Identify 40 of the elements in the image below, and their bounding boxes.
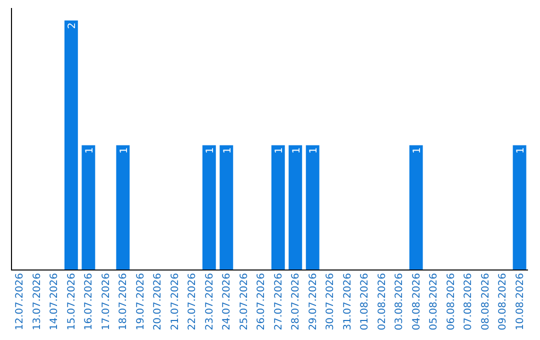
x-tick-label: 27.07.2026 bbox=[273, 273, 284, 330]
x-tick-label: 29.07.2026 bbox=[308, 273, 319, 330]
data-label: 1 bbox=[274, 147, 286, 154]
x-tick-label: 20.07.2026 bbox=[152, 273, 164, 330]
x-tick-label: 26.07.2026 bbox=[256, 273, 268, 330]
x-tick-label: 07.08.2026 bbox=[463, 273, 474, 330]
x-tick-label: 15.07.2026 bbox=[66, 273, 78, 330]
data-label: 1 bbox=[84, 147, 96, 154]
x-tick-label: 16.07.2026 bbox=[84, 273, 95, 330]
data-label: 1 bbox=[222, 147, 234, 154]
x-tick-label: 22.07.2026 bbox=[187, 273, 198, 330]
x-tick-label: 02.08.2026 bbox=[376, 273, 388, 330]
x-tick-label: 06.08.2026 bbox=[446, 273, 457, 330]
data-label: 1 bbox=[308, 147, 320, 154]
x-tick-label: 21.07.2026 bbox=[170, 273, 181, 330]
x-tick-label: 13.07.2026 bbox=[32, 273, 43, 330]
x-tick-label: 25.07.2026 bbox=[238, 273, 250, 330]
x-tick-label: 14.07.2026 bbox=[49, 273, 60, 330]
x-tick-label: 03.08.2026 bbox=[394, 273, 406, 330]
x-tick-label: 04.08.2026 bbox=[411, 273, 422, 330]
x-tick-label: 17.07.2026 bbox=[100, 273, 112, 330]
x-tick-label: 31.07.2026 bbox=[342, 273, 354, 330]
data-label: 1 bbox=[118, 147, 130, 154]
data-label: 1 bbox=[516, 147, 527, 154]
x-tick-label: 28.07.2026 bbox=[290, 273, 302, 330]
x-tick-label: 05.08.2026 bbox=[428, 273, 440, 330]
x-tick-label: 09.08.2026 bbox=[498, 273, 509, 330]
data-label: 1 bbox=[205, 147, 216, 154]
data-label: 1 bbox=[412, 147, 424, 154]
x-tick-label: 23.07.2026 bbox=[204, 273, 216, 330]
x-tick-label: 12.07.2026 bbox=[14, 273, 26, 330]
x-tick-label: 10.08.2026 bbox=[514, 273, 526, 330]
data-label: 1 bbox=[291, 147, 302, 154]
x-tick-label: 18.07.2026 bbox=[118, 273, 130, 330]
x-tick-label: 08.08.2026 bbox=[480, 273, 492, 330]
data-label: 2 bbox=[67, 22, 78, 29]
x-tick-label: 01.08.2026 bbox=[360, 273, 371, 330]
x-tick-label: 24.07.2026 bbox=[222, 273, 233, 330]
x-tick-label: 19.07.2026 bbox=[135, 273, 146, 330]
x-tick-label: 30.07.2026 bbox=[325, 273, 336, 330]
